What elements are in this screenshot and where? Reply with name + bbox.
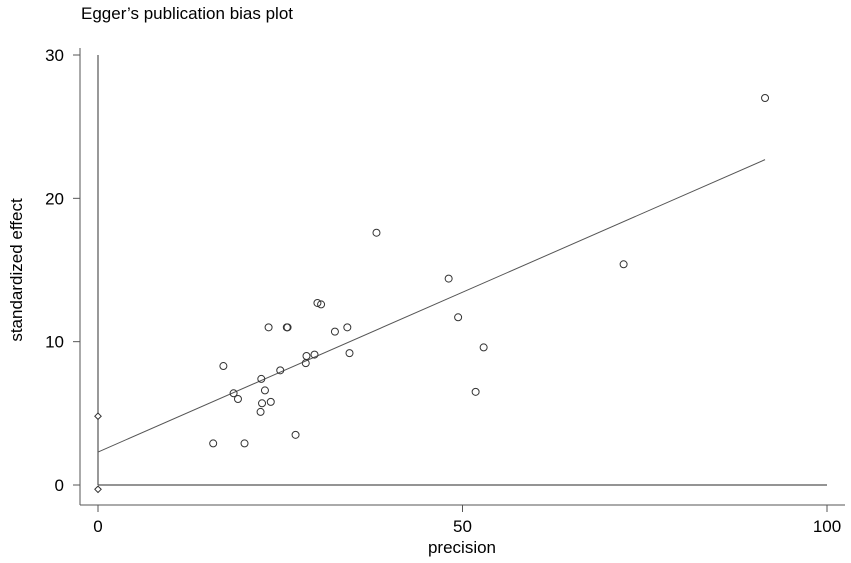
data-point: [444, 274, 453, 283]
data-point: [310, 350, 319, 359]
data-point: [372, 228, 381, 237]
data-point: [264, 323, 273, 332]
y-ticks: 0 10 20 30: [45, 46, 80, 495]
axes: [79, 48, 845, 506]
x-tick-label: 0: [93, 517, 102, 536]
ci-bound-marker: [94, 485, 102, 494]
data-point: [619, 260, 628, 269]
data-point: [260, 386, 269, 395]
data-point: [240, 439, 249, 448]
reference-lines: [97, 55, 827, 486]
data-point: [209, 439, 218, 448]
data-point: [256, 407, 265, 416]
data-point: [454, 313, 463, 322]
y-tick-label: 0: [55, 476, 64, 495]
ci-bound-marker: [94, 412, 102, 421]
data-point: [345, 349, 354, 358]
chart-title: Egger’s publication bias plot: [81, 4, 293, 23]
x-ticks: 0 50 100: [93, 505, 841, 536]
data-point: [266, 397, 275, 406]
data-point: [343, 323, 352, 332]
data-point: [233, 395, 242, 403]
y-axis-label: standardized effect: [7, 198, 26, 342]
data-point: [257, 374, 266, 383]
data-point: [317, 300, 326, 309]
intercept-ci-markers: [94, 412, 102, 494]
data-point: [302, 352, 311, 360]
data-point: [219, 362, 228, 371]
y-tick-label: 30: [45, 46, 64, 65]
x-tick-label: 50: [453, 517, 472, 536]
regression-line: [97, 159, 766, 453]
x-axis-label: precision: [428, 538, 496, 557]
data-point: [471, 387, 480, 396]
data-point: [258, 399, 267, 408]
data-point: [229, 389, 238, 398]
data-point: [276, 366, 285, 375]
data-point: [313, 298, 322, 307]
y-tick-label: 20: [45, 189, 64, 208]
x-tick-label: 100: [813, 517, 841, 536]
data-point: [479, 343, 488, 352]
data-point: [283, 323, 292, 332]
data-point: [330, 327, 339, 336]
data-point: [761, 94, 770, 102]
y-tick-label: 10: [45, 333, 64, 352]
data-points: [209, 94, 770, 448]
data-point: [291, 430, 300, 439]
